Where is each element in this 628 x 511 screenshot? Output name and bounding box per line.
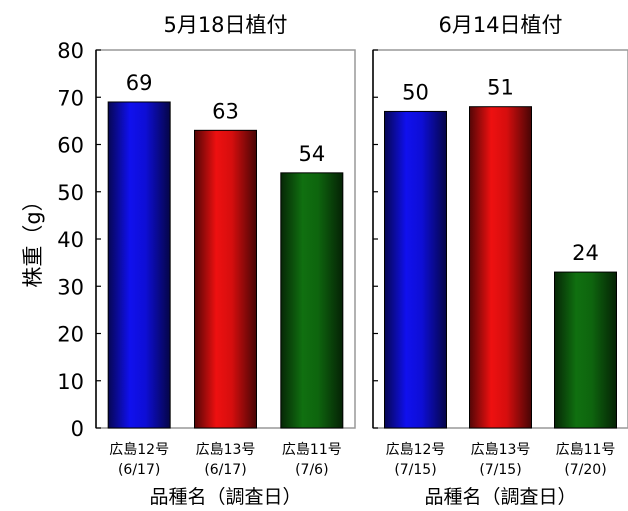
category-date-label: (6/17)	[204, 462, 246, 478]
category-date-label: (6/17)	[118, 462, 160, 478]
y-tick-label: 70	[57, 86, 84, 110]
data-label: 51	[487, 76, 514, 100]
data-label: 54	[298, 142, 325, 166]
data-label: 63	[212, 99, 239, 123]
category-date-label: (7/15)	[479, 462, 521, 478]
chart-title: 5月18日植付	[163, 13, 287, 37]
bar	[280, 172, 344, 429]
bar	[469, 106, 532, 429]
y-tick-label: 40	[57, 228, 84, 252]
category-label: 広島13号	[196, 442, 256, 458]
bar	[107, 101, 171, 429]
category-label: 広島11号	[556, 442, 616, 458]
bar	[554, 271, 617, 429]
y-tick-label: 0	[71, 417, 84, 441]
chart-title: 6月14日植付	[438, 13, 562, 37]
category-date-label: (7/20)	[564, 462, 606, 478]
category-date-label: (7/6)	[295, 462, 328, 478]
x-axis-label: 品種名（調査日）	[424, 486, 576, 508]
bar	[384, 110, 447, 429]
y-tick-label: 30	[57, 275, 84, 299]
category-date-label: (7/15)	[394, 462, 436, 478]
y-tick-label: 50	[57, 181, 84, 205]
category-label: 広島12号	[386, 442, 446, 458]
y-tick-label: 10	[57, 370, 84, 394]
data-label: 50	[402, 80, 429, 104]
y-axis-label: 株重（g）	[21, 190, 45, 287]
category-label: 広島12号	[109, 442, 169, 458]
category-label: 広島13号	[471, 442, 531, 458]
bar	[194, 129, 257, 429]
x-axis-label: 品種名（調査日）	[149, 486, 301, 508]
y-tick-label: 20	[57, 323, 84, 347]
data-label: 24	[572, 241, 599, 265]
y-tick-label: 80	[57, 39, 84, 63]
y-tick-label: 60	[57, 134, 84, 158]
data-label: 69	[126, 71, 153, 95]
category-label: 広島11号	[282, 442, 342, 458]
